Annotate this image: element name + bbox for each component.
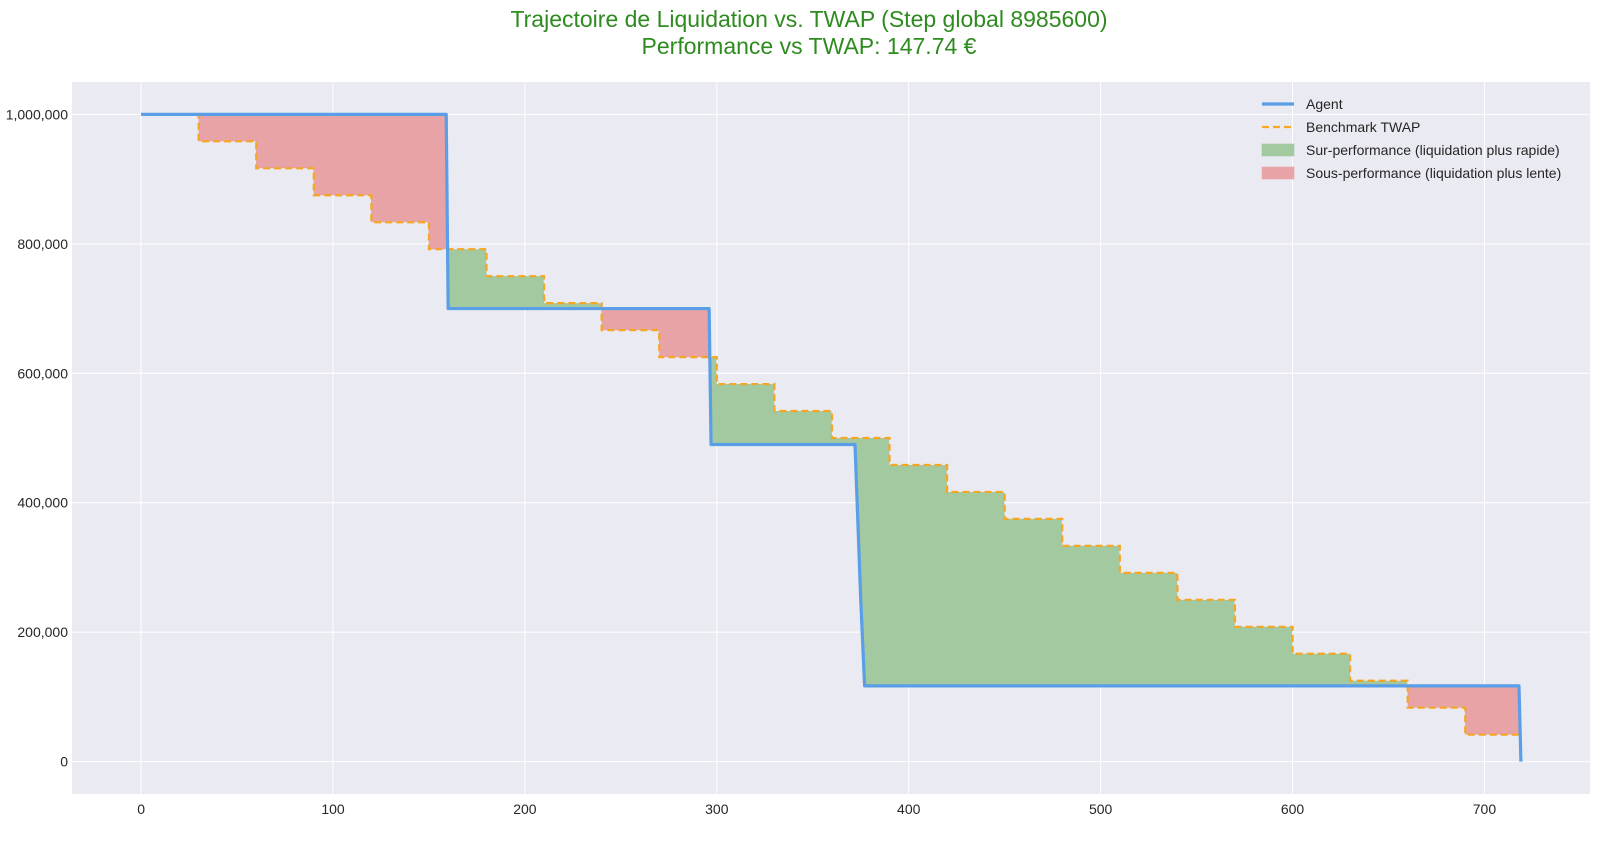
x-tick-label: 600 (1281, 801, 1305, 817)
legend-patch-swatch (1261, 166, 1295, 180)
legend-label: Agent (1306, 96, 1343, 112)
x-tick-label: 500 (1089, 801, 1113, 817)
chart-title: Trajectoire de Liquidation vs. TWAP (Ste… (510, 6, 1107, 32)
legend-label: Sur-performance (liquidation plus rapide… (1306, 142, 1560, 158)
under-performance-region (1407, 685, 1521, 743)
series-lines (141, 112, 1523, 762)
twap-line (141, 113, 1521, 736)
grid (72, 82, 1590, 794)
x-tick-label: 200 (513, 801, 537, 817)
fill-regions (198, 114, 1521, 762)
legend-patch-swatch (1261, 143, 1295, 157)
agent-line (141, 112, 1523, 762)
y-tick-label: 1,000,000 (6, 106, 68, 122)
x-tick-label: 100 (321, 801, 345, 817)
chart-subtitle: Performance vs TWAP: 147.74 € (642, 33, 977, 59)
x-axis-ticks: 0 100 200 300 400 500 600 700 (137, 801, 1496, 817)
y-tick-label: 800,000 (17, 236, 68, 252)
legend-label: Benchmark TWAP (1306, 119, 1420, 135)
x-tick-label: 0 (137, 801, 145, 817)
over-performance-region (710, 357, 1408, 708)
legend: Agent Benchmark TWAP Sur-performance (liqu… (1261, 96, 1561, 181)
legend-label: Sous-performance (liquidation plus lente… (1306, 165, 1561, 181)
y-tick-label: 0 (60, 754, 68, 770)
y-tick-label: 400,000 (17, 495, 68, 511)
x-tick-label: 700 (1473, 801, 1497, 817)
y-tick-label: 200,000 (17, 624, 68, 640)
y-axis-ticks: 0 200,000 400,000 600,000 800,000 1,000,000 (6, 106, 69, 769)
y-tick-label: 600,000 (17, 365, 68, 381)
under-performance-region (198, 114, 448, 260)
x-tick-label: 400 (897, 801, 921, 817)
x-tick-label: 300 (705, 801, 729, 817)
under-performance-region (601, 308, 711, 377)
